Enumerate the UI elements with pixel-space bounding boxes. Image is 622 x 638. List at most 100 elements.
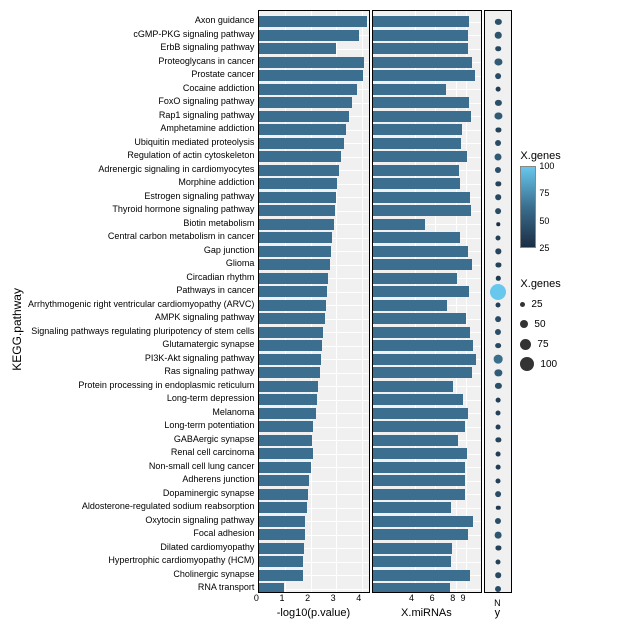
bar-logp	[259, 178, 337, 189]
gene-dot	[496, 478, 501, 483]
bar-mirnas	[373, 502, 450, 513]
pathway-label: Proteoglycans in cancer	[158, 55, 256, 69]
size-legend-label: 100	[540, 359, 557, 370]
bar-mirnas	[373, 151, 467, 162]
pathway-label: Non-small cell lung cancer	[149, 460, 257, 474]
pathway-label: Long-term depression	[167, 392, 257, 406]
gene-dot	[495, 153, 502, 160]
color-stop-label: 50	[539, 216, 554, 226]
pathway-label: Focal adhesion	[193, 527, 256, 541]
pathway-label: Long-term potentiation	[164, 419, 256, 433]
gene-dot	[496, 411, 501, 416]
pathway-label: Ubiquitin mediated proteolysis	[134, 136, 256, 150]
bar-logp	[259, 30, 359, 41]
pathway-label: Morphine addiction	[178, 176, 256, 190]
gene-dot	[495, 518, 501, 524]
bar-logp	[259, 192, 336, 203]
gene-dot	[495, 586, 501, 592]
bar-logp	[259, 151, 341, 162]
gene-dot	[495, 531, 502, 538]
x-label-mirnas: X.miRNAs	[370, 607, 482, 619]
bar-mirnas	[373, 367, 472, 378]
bar-logp	[259, 246, 331, 257]
pathway-label: RNA transport	[198, 581, 257, 595]
bar-mirnas	[373, 16, 469, 27]
gene-dot	[496, 127, 501, 132]
pathway-label: GABAergic synapse	[174, 433, 257, 447]
gene-dot	[496, 343, 502, 349]
gene-dot	[496, 87, 501, 92]
pathway-label: Thyroid hormone signaling pathway	[112, 203, 256, 217]
size-legend-dot	[520, 320, 528, 328]
bar-logp	[259, 529, 305, 540]
gene-dot	[496, 559, 501, 564]
bar-logp	[259, 97, 351, 108]
gene-dot	[496, 276, 500, 280]
panel-logp	[258, 10, 370, 593]
gene-dot	[496, 194, 502, 200]
gene-dot	[495, 140, 501, 146]
gene-dot	[496, 46, 502, 52]
pathway-label: Arrhythmogenic right ventricular cardiom…	[28, 298, 256, 312]
bar-logp	[259, 475, 309, 486]
bar-mirnas	[373, 435, 457, 446]
bar-logp	[259, 367, 319, 378]
bar-logp	[259, 124, 346, 135]
size-legend-label: 75	[537, 339, 548, 350]
gene-dot	[495, 59, 502, 66]
y-axis-title: KEGG.pathway	[10, 258, 24, 371]
gene-dot	[496, 451, 501, 456]
color-stop-label: 75	[539, 188, 554, 198]
bar-mirnas	[373, 286, 469, 297]
bar-mirnas	[373, 124, 461, 135]
bar-mirnas	[373, 340, 473, 351]
bar-logp	[259, 43, 336, 54]
size-legend-item: 75	[520, 334, 588, 354]
size-legend-item: 25	[520, 294, 588, 314]
pathway-label: FoxO signaling pathway	[158, 95, 256, 109]
bar-logp	[259, 273, 328, 284]
bar-logp	[259, 16, 366, 27]
bar-mirnas	[373, 354, 476, 365]
bar-mirnas	[373, 313, 466, 324]
gene-dot	[495, 113, 502, 120]
gene-dot	[496, 424, 501, 429]
gene-dot	[495, 167, 501, 173]
bar-logp	[259, 408, 315, 419]
pathway-label: cGMP-PKG signaling pathway	[133, 28, 256, 42]
size-legend-dot	[520, 302, 525, 307]
bar-mirnas	[373, 30, 468, 41]
gene-dot	[496, 249, 501, 254]
gene-dot	[496, 208, 502, 214]
color-scale: 100755025	[520, 166, 536, 248]
bar-mirnas	[373, 394, 462, 405]
bar-logp	[259, 327, 323, 338]
pathway-label: Aldosterone-regulated sodium reabsorptio…	[82, 500, 257, 514]
pathway-label: Biotin metabolism	[183, 217, 256, 231]
bar-mirnas	[373, 529, 468, 540]
x-label-y: y	[482, 607, 512, 619]
bar-mirnas	[373, 516, 473, 527]
bar-logp	[259, 219, 333, 230]
bar-logp	[259, 57, 364, 68]
pathway-label: ErbB signaling pathway	[160, 41, 256, 55]
bar-mirnas	[373, 219, 424, 230]
bar-logp	[259, 448, 312, 459]
pathway-label: Oxytocin signaling pathway	[145, 514, 256, 528]
bar-mirnas	[373, 475, 465, 486]
size-legend-label: 50	[534, 319, 545, 330]
bar-mirnas	[373, 421, 465, 432]
bar-mirnas	[373, 43, 468, 54]
bar-mirnas	[373, 408, 468, 419]
bar-logp	[259, 84, 356, 95]
gene-dot	[496, 465, 501, 470]
bar-logp	[259, 543, 304, 554]
gene-dot	[496, 316, 502, 322]
pathway-label: Estrogen signaling pathway	[144, 190, 256, 204]
gene-dot	[495, 100, 501, 106]
gene-dot	[496, 262, 501, 267]
bar-logp	[259, 205, 334, 216]
bar-logp	[259, 354, 320, 365]
gene-dot	[496, 491, 502, 497]
x-label-logp: -log10(p.value)	[256, 607, 370, 619]
